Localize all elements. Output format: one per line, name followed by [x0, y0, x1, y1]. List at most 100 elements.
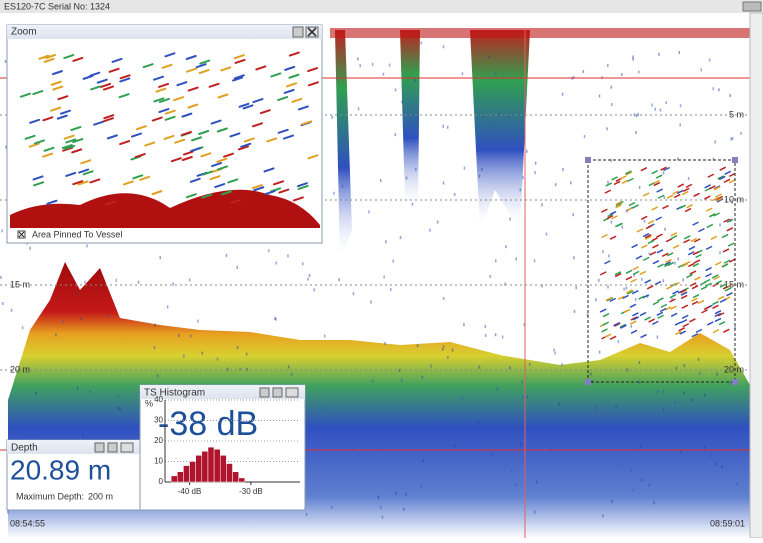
echo-speck: [382, 516, 384, 519]
echo-speck: [422, 376, 424, 379]
echo-speck: [732, 137, 734, 140]
echo-speck: [647, 295, 649, 298]
zoom-min-button[interactable]: [293, 27, 303, 37]
echo-speck: [86, 244, 88, 247]
echo-speck: [691, 398, 693, 401]
echo-speck: [108, 315, 110, 318]
echo-speck: [35, 392, 37, 395]
echo-speck: [495, 333, 497, 336]
echo-speck: [511, 470, 513, 473]
selection-handle[interactable]: [585, 157, 591, 163]
echo-speck: [358, 107, 360, 110]
depth-label: 20 m: [10, 364, 30, 374]
depth-label: 15 m: [724, 279, 744, 289]
echo-speck: [509, 366, 511, 369]
echo-speck: [84, 281, 86, 284]
echo-speck: [118, 395, 120, 398]
echo-speck: [306, 513, 308, 516]
echo-speck: [671, 298, 673, 301]
echo-speck: [490, 275, 492, 278]
depth-button[interactable]: [95, 443, 104, 452]
echo-speck: [500, 428, 502, 431]
ts-button[interactable]: [260, 388, 269, 397]
echo-speck: [607, 285, 609, 288]
echo-speck: [442, 125, 444, 128]
echo-speck: [602, 431, 604, 434]
echo-speck: [536, 481, 538, 484]
selection-handle[interactable]: [732, 379, 738, 385]
echo-speck: [183, 355, 185, 358]
echo-speck: [553, 349, 555, 352]
echo-speck: [470, 430, 472, 433]
echo-speck: [159, 256, 161, 259]
echo-speck: [368, 210, 370, 213]
y-tick-label: 40: [154, 395, 163, 404]
echo-speck: [154, 346, 156, 349]
echo-speck: [452, 349, 454, 352]
echo-speck: [447, 126, 449, 129]
echo-speck: [0, 276, 2, 279]
echo-speck: [718, 88, 720, 91]
window-buttons[interactable]: [743, 2, 761, 11]
echo-speck: [730, 382, 732, 385]
ts-close[interactable]: [286, 388, 298, 397]
echo-speck: [479, 366, 481, 369]
echosounder-screen: ES120-7C Serial No: 1324 5 m 10 m 15 m 2…: [0, 0, 763, 538]
echo-speck: [631, 325, 633, 328]
echo-speck: [522, 176, 524, 179]
histogram-bar: [233, 472, 239, 482]
echo-speck: [535, 162, 537, 165]
echo-speck: [417, 344, 419, 347]
echo-speck: [563, 434, 565, 437]
echo-speck: [55, 333, 57, 336]
echo-speck: [606, 127, 608, 130]
depth-button[interactable]: [108, 443, 117, 452]
echo-speck: [583, 70, 585, 73]
echo-speck: [437, 221, 439, 224]
ts-histogram-window: TS Histogram -38 dB % 010203040-40 dB-30…: [140, 385, 305, 510]
echo-speck: [635, 131, 637, 134]
echo-speck: [62, 320, 64, 323]
echo-speck: [611, 500, 613, 503]
echo-speck: [370, 301, 372, 304]
selection-handle[interactable]: [732, 157, 738, 163]
echo-speck: [644, 220, 646, 223]
echo-speck: [523, 396, 525, 399]
echo-speck: [246, 352, 248, 355]
echo-speck: [403, 508, 405, 511]
echo-speck: [77, 292, 79, 295]
echo-speck: [598, 279, 600, 282]
x-tick-label: -30 dB: [239, 487, 263, 496]
echo-speck: [663, 171, 665, 174]
echo-speck: [663, 408, 665, 411]
histogram-bar: [220, 455, 226, 482]
echo-speck: [733, 429, 735, 432]
echo-speck: [268, 249, 270, 252]
depth-close[interactable]: [121, 443, 133, 452]
echo-speck: [380, 179, 382, 182]
echo-speck: [688, 177, 690, 180]
echo-speck: [599, 351, 601, 354]
zoom-title: Zoom: [11, 27, 37, 38]
echo-speck: [77, 387, 79, 390]
echo-speck: [390, 288, 392, 291]
echo-speck: [660, 109, 662, 112]
echo-speck: [572, 213, 574, 216]
echo-speck: [464, 167, 466, 170]
pin-label: Area Pinned To Vessel: [32, 229, 122, 239]
echo-speck: [116, 279, 118, 282]
echo-speck: [561, 363, 563, 366]
echo-speck: [626, 287, 628, 290]
echo-speck: [709, 59, 711, 62]
scrollbar[interactable]: [750, 13, 763, 538]
histogram-bar: [202, 451, 208, 482]
echo-speck: [534, 259, 536, 262]
echo-speck: [719, 251, 721, 254]
echo-speck: [488, 55, 490, 58]
ts-button[interactable]: [273, 388, 282, 397]
selection-handle[interactable]: [585, 379, 591, 385]
echo-speck: [22, 326, 24, 329]
echo-speck: [530, 430, 532, 433]
echo-speck: [359, 64, 361, 67]
depth-label: 5 m: [729, 109, 744, 119]
